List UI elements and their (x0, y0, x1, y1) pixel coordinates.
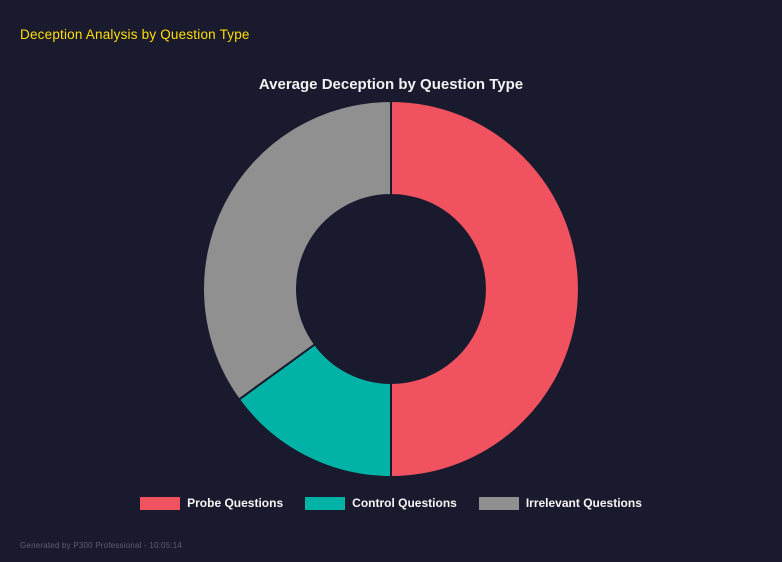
donut-chart-panel (200, 98, 582, 480)
chart-legend: Probe Questions Control Questions Irrele… (0, 496, 782, 510)
legend-label-control: Control Questions (352, 496, 457, 510)
legend-item-irrelevant: Irrelevant Questions (478, 496, 642, 510)
legend-item-control: Control Questions (305, 496, 457, 510)
legend-label-probe: Probe Questions (187, 496, 284, 510)
donut-segment-1 (237, 342, 392, 479)
page-title: Deception Analysis by Question Type (20, 27, 250, 42)
donut-segment-2 (202, 99, 392, 401)
legend-swatch-irrelevant (478, 496, 519, 510)
donut-segment-0 (390, 99, 580, 479)
legend-swatch-probe (140, 496, 181, 510)
donut-chart (202, 99, 580, 479)
chart-title: Average Deception by Question Type (258, 76, 524, 93)
legend-label-irrelevant: Irrelevant Questions (525, 496, 642, 510)
footer-status: Generated by P300 Professional - 10:05:1… (20, 541, 183, 550)
legend-item-probe: Probe Questions (140, 496, 283, 510)
legend-swatch-control (305, 496, 346, 510)
